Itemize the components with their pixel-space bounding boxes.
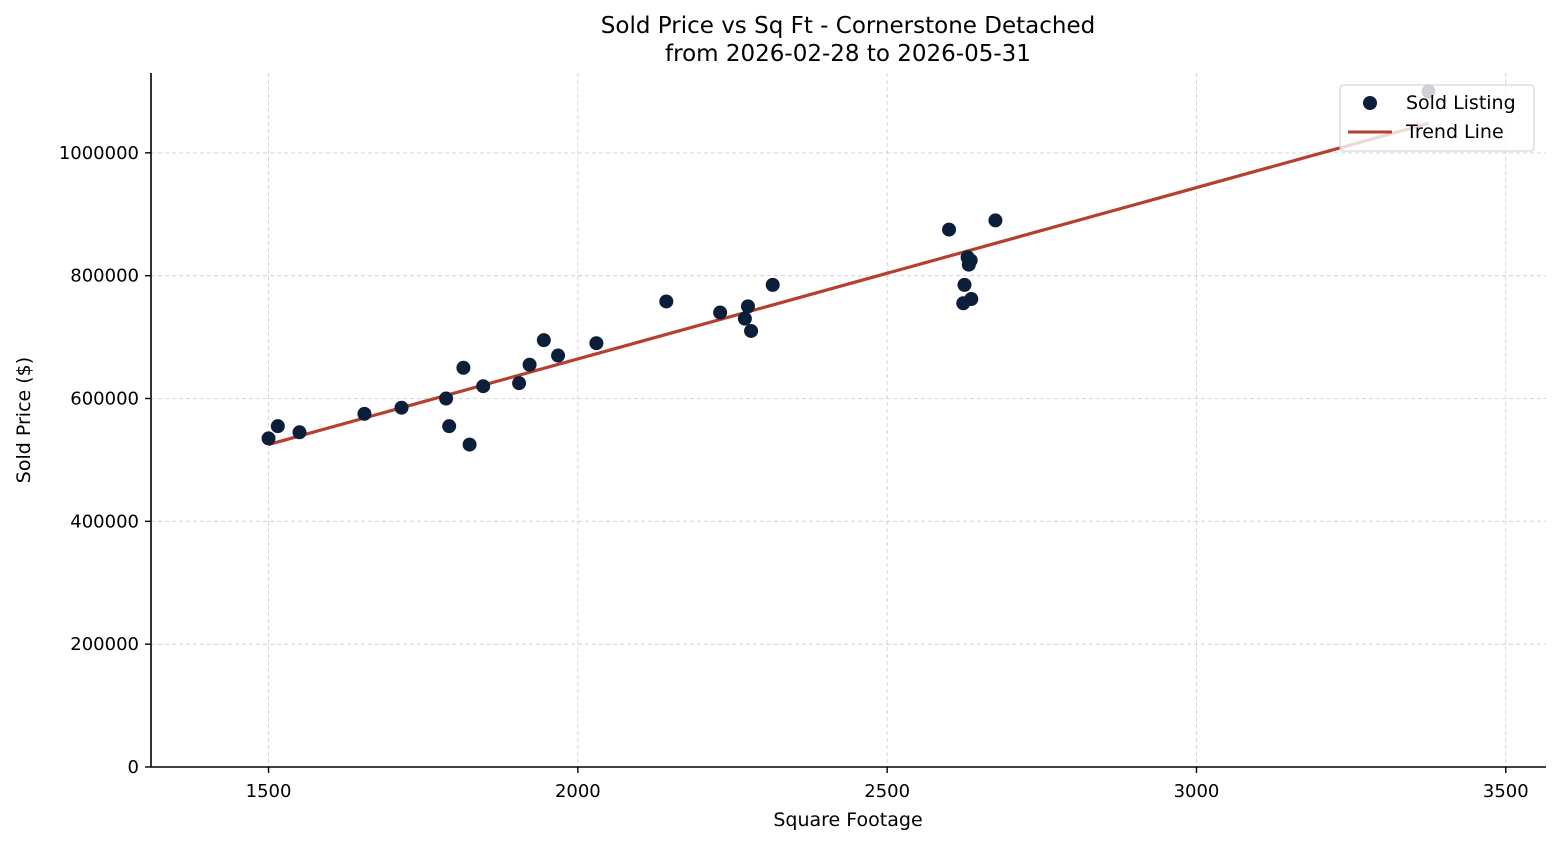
data-point-0 bbox=[261, 431, 276, 446]
legend-label-sold-listing: Sold Listing bbox=[1406, 92, 1516, 114]
data-point-7 bbox=[456, 360, 471, 375]
data-point-11 bbox=[522, 357, 537, 372]
data-point-12 bbox=[536, 333, 551, 348]
axis-ticks: 1500 2000 2500 3000 3500 0 200000 400000 600000 8… bbox=[59, 143, 1529, 802]
legend: Sold Listing Trend Line bbox=[1339, 84, 1535, 152]
y-axis-label: Sold Price ($) bbox=[13, 357, 35, 483]
legend-box bbox=[1339, 84, 1535, 152]
x-axis-label: Square Footage bbox=[773, 809, 922, 831]
data-point-16 bbox=[713, 305, 728, 320]
data-point-4 bbox=[394, 400, 409, 415]
x-tick-label-3500: 3500 bbox=[1483, 781, 1529, 802]
data-point-1 bbox=[270, 419, 285, 434]
x-tick-label-1500: 1500 bbox=[246, 781, 292, 802]
y-tick-label-400000: 400000 bbox=[70, 511, 139, 532]
x-tick-label-2500: 2500 bbox=[864, 781, 910, 802]
data-point-2 bbox=[292, 425, 307, 440]
data-point-17 bbox=[737, 311, 752, 326]
chart-title: Sold Price vs Sq Ft - Cornerstone Detach… bbox=[601, 13, 1095, 39]
y-tick-label-200000: 200000 bbox=[70, 634, 139, 655]
data-point-5 bbox=[439, 391, 454, 406]
y-tick-label-1000000: 1000000 bbox=[59, 143, 139, 164]
data-point-19 bbox=[744, 323, 759, 338]
data-point-26 bbox=[963, 253, 978, 268]
trend-line bbox=[268, 121, 1429, 447]
x-tick-label-2000: 2000 bbox=[555, 781, 601, 802]
data-point-10 bbox=[512, 376, 527, 391]
data-point-21 bbox=[942, 222, 957, 237]
x-tick-label-3000: 3000 bbox=[1174, 781, 1220, 802]
data-point-14 bbox=[589, 336, 604, 351]
legend-marker-sold-listing bbox=[1363, 96, 1377, 110]
y-tick-label-0: 0 bbox=[128, 757, 139, 778]
data-point-27 bbox=[964, 292, 979, 307]
trend-line-layer bbox=[268, 121, 1429, 447]
data-point-15 bbox=[659, 294, 674, 309]
data-point-8 bbox=[462, 437, 477, 452]
y-tick-label-800000: 800000 bbox=[70, 266, 139, 287]
legend-label-trend-line: Trend Line bbox=[1405, 121, 1504, 143]
data-point-3 bbox=[357, 406, 372, 421]
data-point-9 bbox=[476, 379, 491, 394]
data-point-13 bbox=[551, 348, 566, 363]
chart-subtitle: from 2026-02-28 to 2026-05-31 bbox=[665, 41, 1031, 67]
data-point-20 bbox=[765, 277, 780, 292]
data-point-28 bbox=[988, 213, 1003, 228]
data-point-6 bbox=[442, 419, 457, 434]
y-tick-label-600000: 600000 bbox=[70, 389, 139, 410]
data-point-23 bbox=[957, 277, 972, 292]
data-point-18 bbox=[740, 299, 755, 314]
